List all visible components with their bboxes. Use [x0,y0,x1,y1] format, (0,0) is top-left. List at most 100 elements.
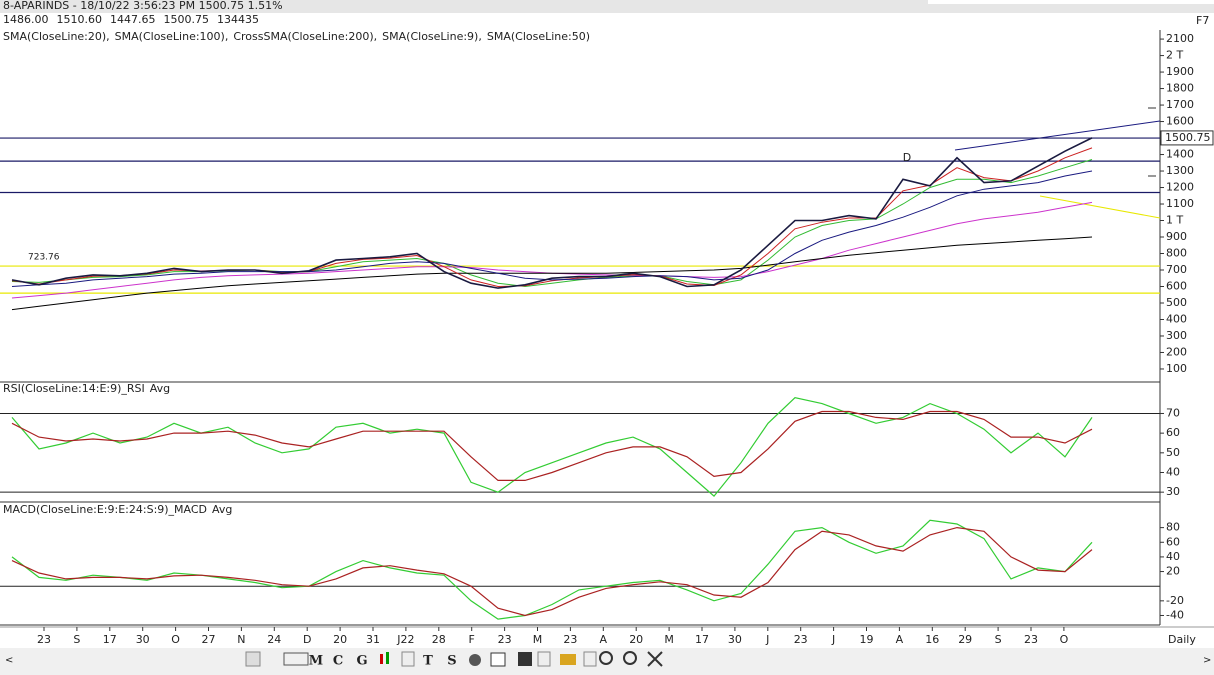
legend-entry: SMA(CloseLine:100), [115,30,229,43]
y-tick-label: -20 [1166,594,1184,607]
toolbar-button[interactable] [560,654,576,665]
x-tick-label: A [896,633,904,646]
toolbar-button[interactable] [623,651,637,665]
toolbar-button[interactable] [401,651,415,667]
y-tick-label: 40 [1166,550,1180,563]
toolbar-button[interactable] [537,651,551,667]
x-tick-label: A [600,633,608,646]
toolbar-button[interactable] [386,652,389,664]
x-tick-label: 16 [925,633,939,646]
toolbar-button[interactable] [599,651,613,665]
x-tick-label: 23 [1024,633,1038,646]
toolbar-button[interactable] [647,651,663,667]
y-tick-label: 30 [1166,485,1180,498]
y-tick-label: 60 [1166,426,1180,439]
period-label: Daily [1168,633,1196,646]
x-tick-label: 20 [333,633,347,646]
last-price: 1500.75 [1165,131,1211,144]
x-tick-label: J [831,633,835,646]
scroll-right[interactable]: > [1203,655,1211,666]
x-tick-label: 24 [267,633,281,646]
x-tick-label: 20 [629,633,643,646]
x-tick-label: O [1060,633,1069,646]
y-tick-label: 70 [1166,406,1180,419]
x-tick-label: 23 [498,633,512,646]
indicator-line [11,397,1093,497]
x-tick-label: 29 [958,633,972,646]
x-tick-label: 31 [366,633,380,646]
pane-label: MACD(CloseLine:E:9:E:24:S:9)_MACD [3,503,207,516]
y-tick-label: 1100 [1166,197,1194,210]
x-tick-label: 23 [563,633,577,646]
quote-value: 1510.60 [57,13,103,26]
y-tick-label: 1 T [1166,214,1183,227]
toolbar-button[interactable]: C [333,654,343,669]
toolbar-button[interactable] [245,651,261,667]
pane-label: RSI(CloseLine:14:E:9)_RSI [3,382,145,395]
price-line [11,137,1093,289]
x-tick-label: N [237,633,245,646]
y-tick-label: 400 [1166,312,1187,325]
toolbar-button[interactable] [469,654,481,666]
toolbar-button[interactable]: S [447,654,456,669]
toolbar-button[interactable] [380,654,383,664]
y-tick-label: 1600 [1166,115,1194,128]
legend-entry: SMA(CloseLine:50) [487,30,590,43]
trend-line [954,120,1161,151]
toolbar-button[interactable] [583,651,597,667]
y-tick-label: 800 [1166,247,1187,260]
y-tick-label: 1200 [1166,181,1194,194]
x-tick-label: J [765,633,769,646]
x-tick-label: M [664,633,674,646]
x-tick-label: S [73,633,80,646]
legend-entry: SMA(CloseLine:20), [3,30,110,43]
y-tick-label: 700 [1166,263,1187,276]
y-tick-label: 500 [1166,296,1187,309]
x-tick-label: O [171,633,180,646]
x-tick-label: M [533,633,543,646]
last-price-box [1160,130,1214,146]
toolbar-button[interactable] [283,652,309,666]
y-tick-label: 1700 [1166,98,1194,111]
x-tick-label: 30 [136,633,150,646]
legend-entry: SMA(CloseLine:9), [382,30,482,43]
sma-line [11,236,1093,311]
signal-marker: D [903,151,911,164]
y-tick-label: 1800 [1166,82,1194,95]
toolbar-button[interactable]: G [356,654,367,669]
y-tick-label: 1300 [1166,164,1194,177]
toolbar-button[interactable] [518,652,532,666]
y-tick-label: 1900 [1166,65,1194,78]
indicator-avg-line [11,526,1093,617]
y-tick-label: 50 [1166,446,1180,459]
x-tick-label: 19 [860,633,874,646]
x-tick-label: F [469,633,475,646]
toolbar-button[interactable] [490,652,506,667]
y-tick-label: 2 T [1166,49,1183,62]
toolbar-button[interactable]: T [423,654,433,669]
x-tick-label: 30 [728,633,742,646]
quote-value: 1447.65 [110,13,156,26]
toolbar-button[interactable]: M [309,654,323,669]
pane-label-avg: Avg [150,382,170,395]
window-title: 8-APARINDS - 18/10/22 3:56:23 PM 1500.75… [3,0,283,12]
x-tick-label: 17 [103,633,117,646]
trend-line [1039,195,1161,219]
quote-value: 1500.75 [164,13,210,26]
x-tick-label: 17 [695,633,709,646]
y-tick-label: 20 [1166,565,1180,578]
indicator-line [11,519,1093,620]
scroll-left[interactable]: < [5,655,13,666]
indicator-avg-line [11,410,1093,481]
y-tick-label: -40 [1166,608,1184,621]
quote-value: 1486.00 [3,13,49,26]
level-annotation: 723.76 [28,253,60,263]
title-bar-gap [928,0,1214,4]
y-tick-label: 60 [1166,535,1180,548]
y-tick-label: 200 [1166,345,1187,358]
y-tick-label: 2100 [1166,32,1194,45]
sma-line [11,159,1093,288]
y-tick-label: 600 [1166,279,1187,292]
